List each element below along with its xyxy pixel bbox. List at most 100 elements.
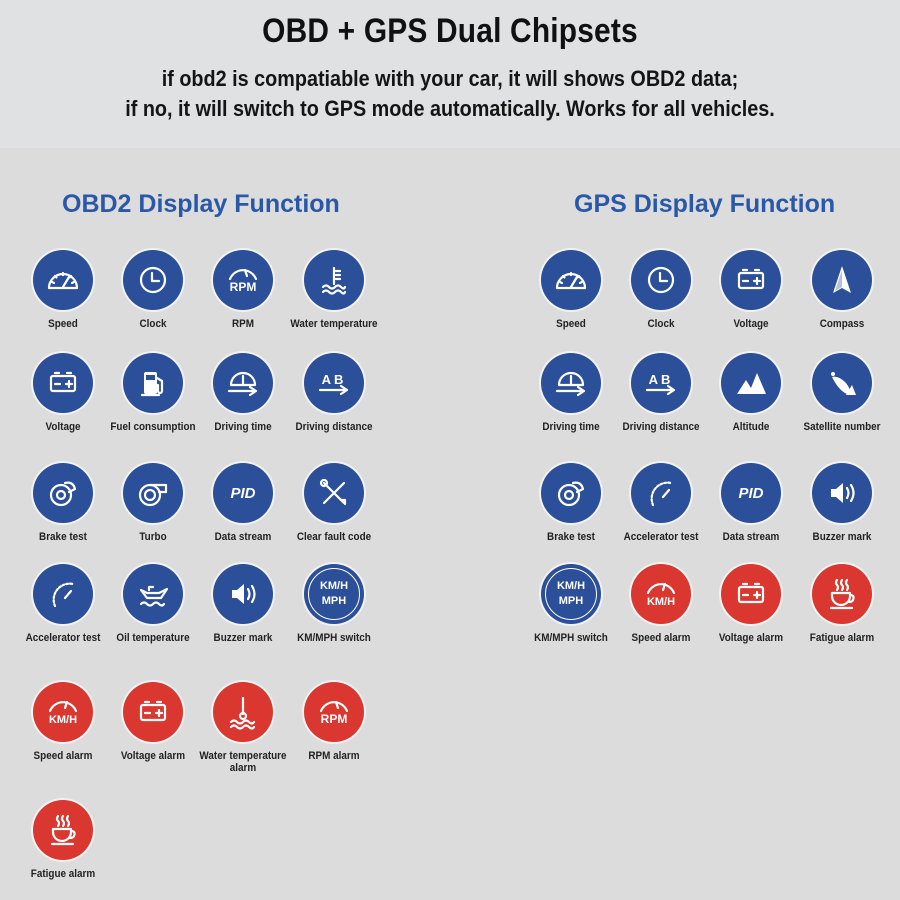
obd2-section-title: OBD2 Display Function: [62, 190, 340, 218]
svg-text:KM/H: KM/H: [647, 596, 675, 608]
gps-function-clock: Clock: [606, 250, 716, 330]
function-label: Altitude: [732, 421, 770, 433]
pid-icon: PID: [213, 463, 273, 523]
function-label: Data stream: [214, 531, 272, 543]
function-label: Fatigue alarm: [809, 632, 875, 644]
coffee-cup-icon: [812, 564, 872, 624]
gps-function-driving-time: Driving time: [516, 353, 626, 433]
speaker-icon: [812, 463, 872, 523]
speedometer-icon: [33, 250, 93, 310]
function-label: Voltage alarm: [718, 632, 784, 644]
function-label: Brake test: [39, 531, 87, 543]
svg-text:PID: PID: [738, 485, 763, 502]
compass-arrow-icon: [812, 250, 872, 310]
function-label: Accelerator test: [623, 531, 699, 543]
function-label: Fuel consumption: [110, 421, 196, 433]
battery-icon: [33, 353, 93, 413]
gps-function-data-stream: PID Data stream: [696, 463, 806, 543]
gps-function-voltage-alarm: Voltage alarm: [696, 564, 806, 644]
function-label: Water temperature: [290, 318, 378, 330]
function-label: Oil temperature: [116, 632, 190, 644]
obd2-function-rpm-alarm: RPM RPM alarm: [279, 682, 389, 762]
gps-function-voltage: Voltage: [696, 250, 806, 330]
svg-text:AB: AB: [649, 372, 674, 387]
obd2-function-driving-time: Driving time: [188, 353, 298, 433]
function-label: Fatigue alarm: [30, 868, 96, 880]
brake-disc-icon: [33, 463, 93, 523]
subtitle-line-2: if no, it will switch to GPS mode automa…: [125, 96, 775, 121]
obd2-function-clock: Clock: [98, 250, 208, 330]
a-to-b-arrow-icon: AB: [304, 353, 364, 413]
rpm-gauge-icon: RPM: [304, 682, 364, 742]
function-label: Driving distance: [622, 421, 700, 433]
page-title: OBD + GPS Dual Chipsets: [262, 12, 638, 50]
kmh-gauge-icon: KM/H: [33, 682, 93, 742]
gps-function-speed-alarm: KM/H Speed alarm: [606, 564, 716, 644]
function-label: Clock: [647, 318, 675, 330]
obd2-function-data-stream: PID Data stream: [188, 463, 298, 543]
svg-text:RPM: RPM: [321, 712, 348, 726]
obd2-function-brake-test: Brake test: [8, 463, 118, 543]
mountain-icon: [721, 353, 781, 413]
obd2-function-driving-distance: AB Driving distance: [279, 353, 389, 433]
obd2-function-voltage: Voltage: [8, 353, 118, 433]
obd2-function-water-temperature: Water temperature: [279, 250, 389, 330]
function-label: Satellite number: [803, 421, 881, 433]
turbo-icon: [123, 463, 183, 523]
function-label: Speed alarm: [33, 750, 93, 762]
accelerator-gauge-icon: [33, 564, 93, 624]
svg-text:AB: AB: [322, 372, 347, 387]
kmh-mph-icon: KM/H MPH: [541, 564, 601, 624]
subtitle-line-1: if obd2 is compatiable with your car, it…: [161, 66, 739, 91]
brake-disc-icon: [541, 463, 601, 523]
function-label: Speed: [48, 318, 78, 330]
function-label: RPM alarm: [308, 750, 360, 762]
gps-function-accelerator-test: Accelerator test: [606, 463, 716, 543]
obd2-function-oil-temperature: Oil temperature: [98, 564, 208, 644]
obd2-function-voltage-alarm: Voltage alarm: [98, 682, 208, 762]
gauge-arrow-icon: [213, 353, 273, 413]
obd2-function-speed: Speed: [8, 250, 118, 330]
function-label: Driving time: [542, 421, 600, 433]
function-label: RPM: [231, 318, 254, 330]
gps-function-driving-distance: AB Driving distance: [606, 353, 716, 433]
function-label: Speed alarm: [631, 632, 691, 644]
obd2-function-rpm: RPM RPM: [188, 250, 298, 330]
coolant-temperature-icon: [304, 250, 364, 310]
battery-icon: [123, 682, 183, 742]
function-label: Data stream: [722, 531, 780, 543]
function-label: KM/MPH switch: [297, 632, 371, 644]
function-label: Driving distance: [295, 421, 373, 433]
obd2-function-fatigue-alarm: Fatigue alarm: [8, 800, 118, 880]
pid-icon: PID: [721, 463, 781, 523]
satellite-dish-icon: [812, 353, 872, 413]
function-label: Clear fault code: [296, 531, 372, 543]
gauge-arrow-icon: [541, 353, 601, 413]
obd2-function-clear-fault-code: Clear fault code: [279, 463, 389, 543]
battery-icon: [721, 564, 781, 624]
accelerator-gauge-icon: [631, 463, 691, 523]
function-label: Buzzer mark: [812, 531, 872, 543]
kmh-gauge-icon: KM/H: [631, 564, 691, 624]
obd2-function-speed-alarm: KM/H Speed alarm: [8, 682, 118, 762]
rpm-gauge-icon: RPM: [213, 250, 273, 310]
fuel-pump-icon: [123, 353, 183, 413]
obd2-function-km-mph-switch: KM/H MPH KM/MPH switch: [279, 564, 389, 644]
coffee-cup-icon: [33, 800, 93, 860]
function-label: Buzzer mark: [213, 632, 273, 644]
kmh-mph-icon: KM/H MPH: [304, 564, 364, 624]
obd2-function-turbo: Turbo: [98, 463, 208, 543]
clock-icon: [631, 250, 691, 310]
obd2-function-accelerator-test: Accelerator test: [8, 564, 118, 644]
function-label: Water temperature alarm: [199, 750, 287, 774]
obd2-function-water-temperature-alarm: Water temperature alarm: [188, 682, 298, 774]
svg-text:KM/H: KM/H: [49, 714, 77, 726]
function-label: Clock: [139, 318, 167, 330]
function-label: Voltage: [733, 318, 769, 330]
oil-can-icon: [123, 564, 183, 624]
function-label: KM/MPH switch: [534, 632, 608, 644]
a-to-b-arrow-icon: AB: [631, 353, 691, 413]
gps-function-satellite-number: Satellite number: [787, 353, 897, 433]
speaker-icon: [213, 564, 273, 624]
svg-text:RPM: RPM: [230, 280, 257, 294]
